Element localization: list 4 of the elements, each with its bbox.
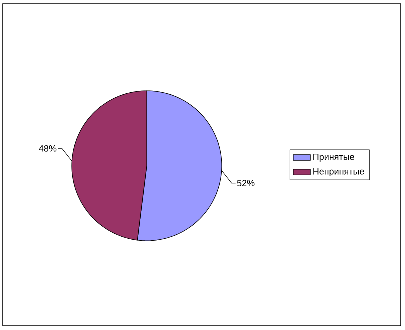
- legend-label: Принятые: [314, 154, 354, 162]
- data-label: 52%: [237, 180, 255, 187]
- legend-label: Непринятые: [314, 168, 364, 177]
- data-label: 48%: [39, 145, 57, 152]
